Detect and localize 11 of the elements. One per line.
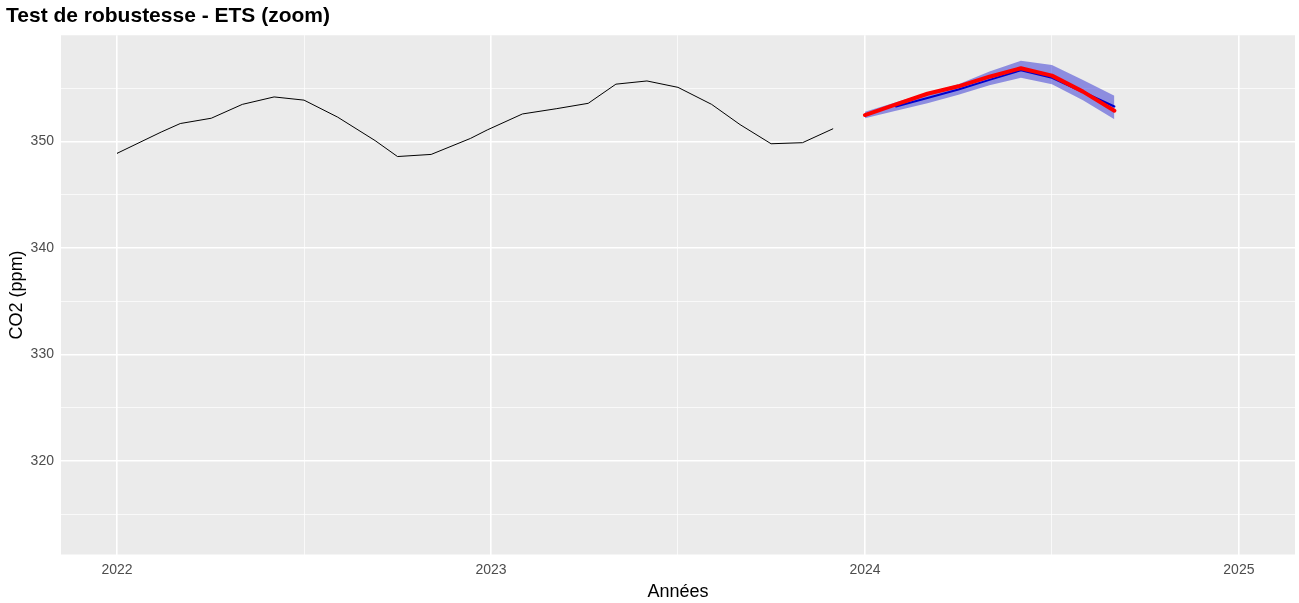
x-axis-title: Années [647,581,709,602]
x-tick-label: 2023 [475,560,507,577]
x-tick-label: 2024 [849,560,881,577]
y-tick-label: 350 [30,132,55,149]
x-tick-label: 2022 [101,560,133,577]
y-tick-label: 320 [30,451,55,468]
y-tick-label: 340 [30,238,55,255]
x-tick-label: 2025 [1223,560,1255,577]
chart-title: Test de robustesse - ETS (zoom) [6,3,330,27]
y-tick-label: 330 [30,345,55,362]
y-axis-title: CO2 (ppm) [5,250,26,340]
